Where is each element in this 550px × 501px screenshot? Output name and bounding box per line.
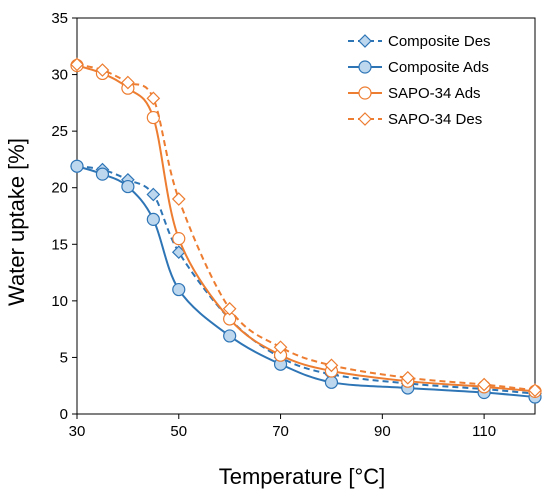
x-tick-label: 110	[472, 423, 496, 440]
series-line	[76, 165, 536, 399]
y-axis-title: Water uptake [%]	[4, 138, 29, 306]
legend-marker	[358, 112, 372, 126]
legend-marker	[358, 34, 372, 48]
series-0	[70, 159, 542, 401]
y-tick-label: 15	[51, 236, 68, 253]
x-tick-label: 50	[170, 423, 187, 440]
series-line	[76, 165, 536, 395]
x-tick-label: 70	[272, 423, 289, 440]
series-layer	[70, 57, 542, 404]
y-tick-label: 20	[51, 180, 68, 197]
y-tick-label: 10	[51, 293, 68, 310]
data-point	[146, 91, 161, 106]
x-tick-label: 90	[374, 423, 391, 440]
data-point	[477, 377, 491, 392]
data-point	[223, 329, 237, 343]
series-3	[70, 57, 542, 398]
data-point	[222, 301, 237, 316]
legend-label: Composite Ads	[388, 59, 489, 76]
data-point	[146, 212, 160, 226]
series-1	[70, 159, 542, 404]
data-point	[70, 57, 84, 72]
legend-item: SAPO-34 Ads	[348, 85, 481, 102]
data-point	[172, 232, 186, 246]
data-point	[146, 110, 160, 125]
legend-marker	[358, 86, 372, 100]
legend: Composite Des Composite Ads SAPO-34 Ads SAP…	[348, 33, 491, 128]
data-point	[172, 282, 186, 297]
y-tick-label: 0	[60, 406, 68, 423]
data-point	[273, 340, 288, 355]
x-axis-title: Temperature [°C]	[219, 464, 386, 489]
data-point	[146, 187, 161, 202]
plot-area: 30 50 70 90 110 0 5 10 15 20 25 30 35	[51, 10, 536, 440]
data-point	[324, 375, 339, 389]
data-point	[324, 358, 339, 373]
data-point	[95, 167, 110, 181]
data-point	[121, 179, 135, 194]
data-point	[528, 383, 542, 398]
y-tick-label: 30	[51, 67, 68, 84]
legend-label: SAPO-34 Des	[388, 111, 482, 128]
data-point	[95, 63, 110, 77]
legend-label: Composite Des	[388, 33, 491, 50]
data-point	[400, 370, 415, 385]
y-tick-label: 5	[60, 349, 68, 366]
legend-item: Composite Ads	[348, 59, 489, 76]
data-point	[121, 75, 135, 90]
y-tick-label: 35	[51, 10, 68, 27]
data-point	[70, 159, 84, 173]
data-point	[171, 192, 186, 206]
legend-item: Composite Des	[348, 33, 491, 50]
x-tick-label: 30	[69, 423, 86, 440]
legend-label: SAPO-34 Ads	[388, 85, 481, 102]
legend-marker	[358, 60, 372, 74]
y-tick-label: 25	[51, 123, 68, 140]
plot-frame	[76, 17, 536, 415]
legend-item: SAPO-34 Des	[348, 111, 482, 128]
